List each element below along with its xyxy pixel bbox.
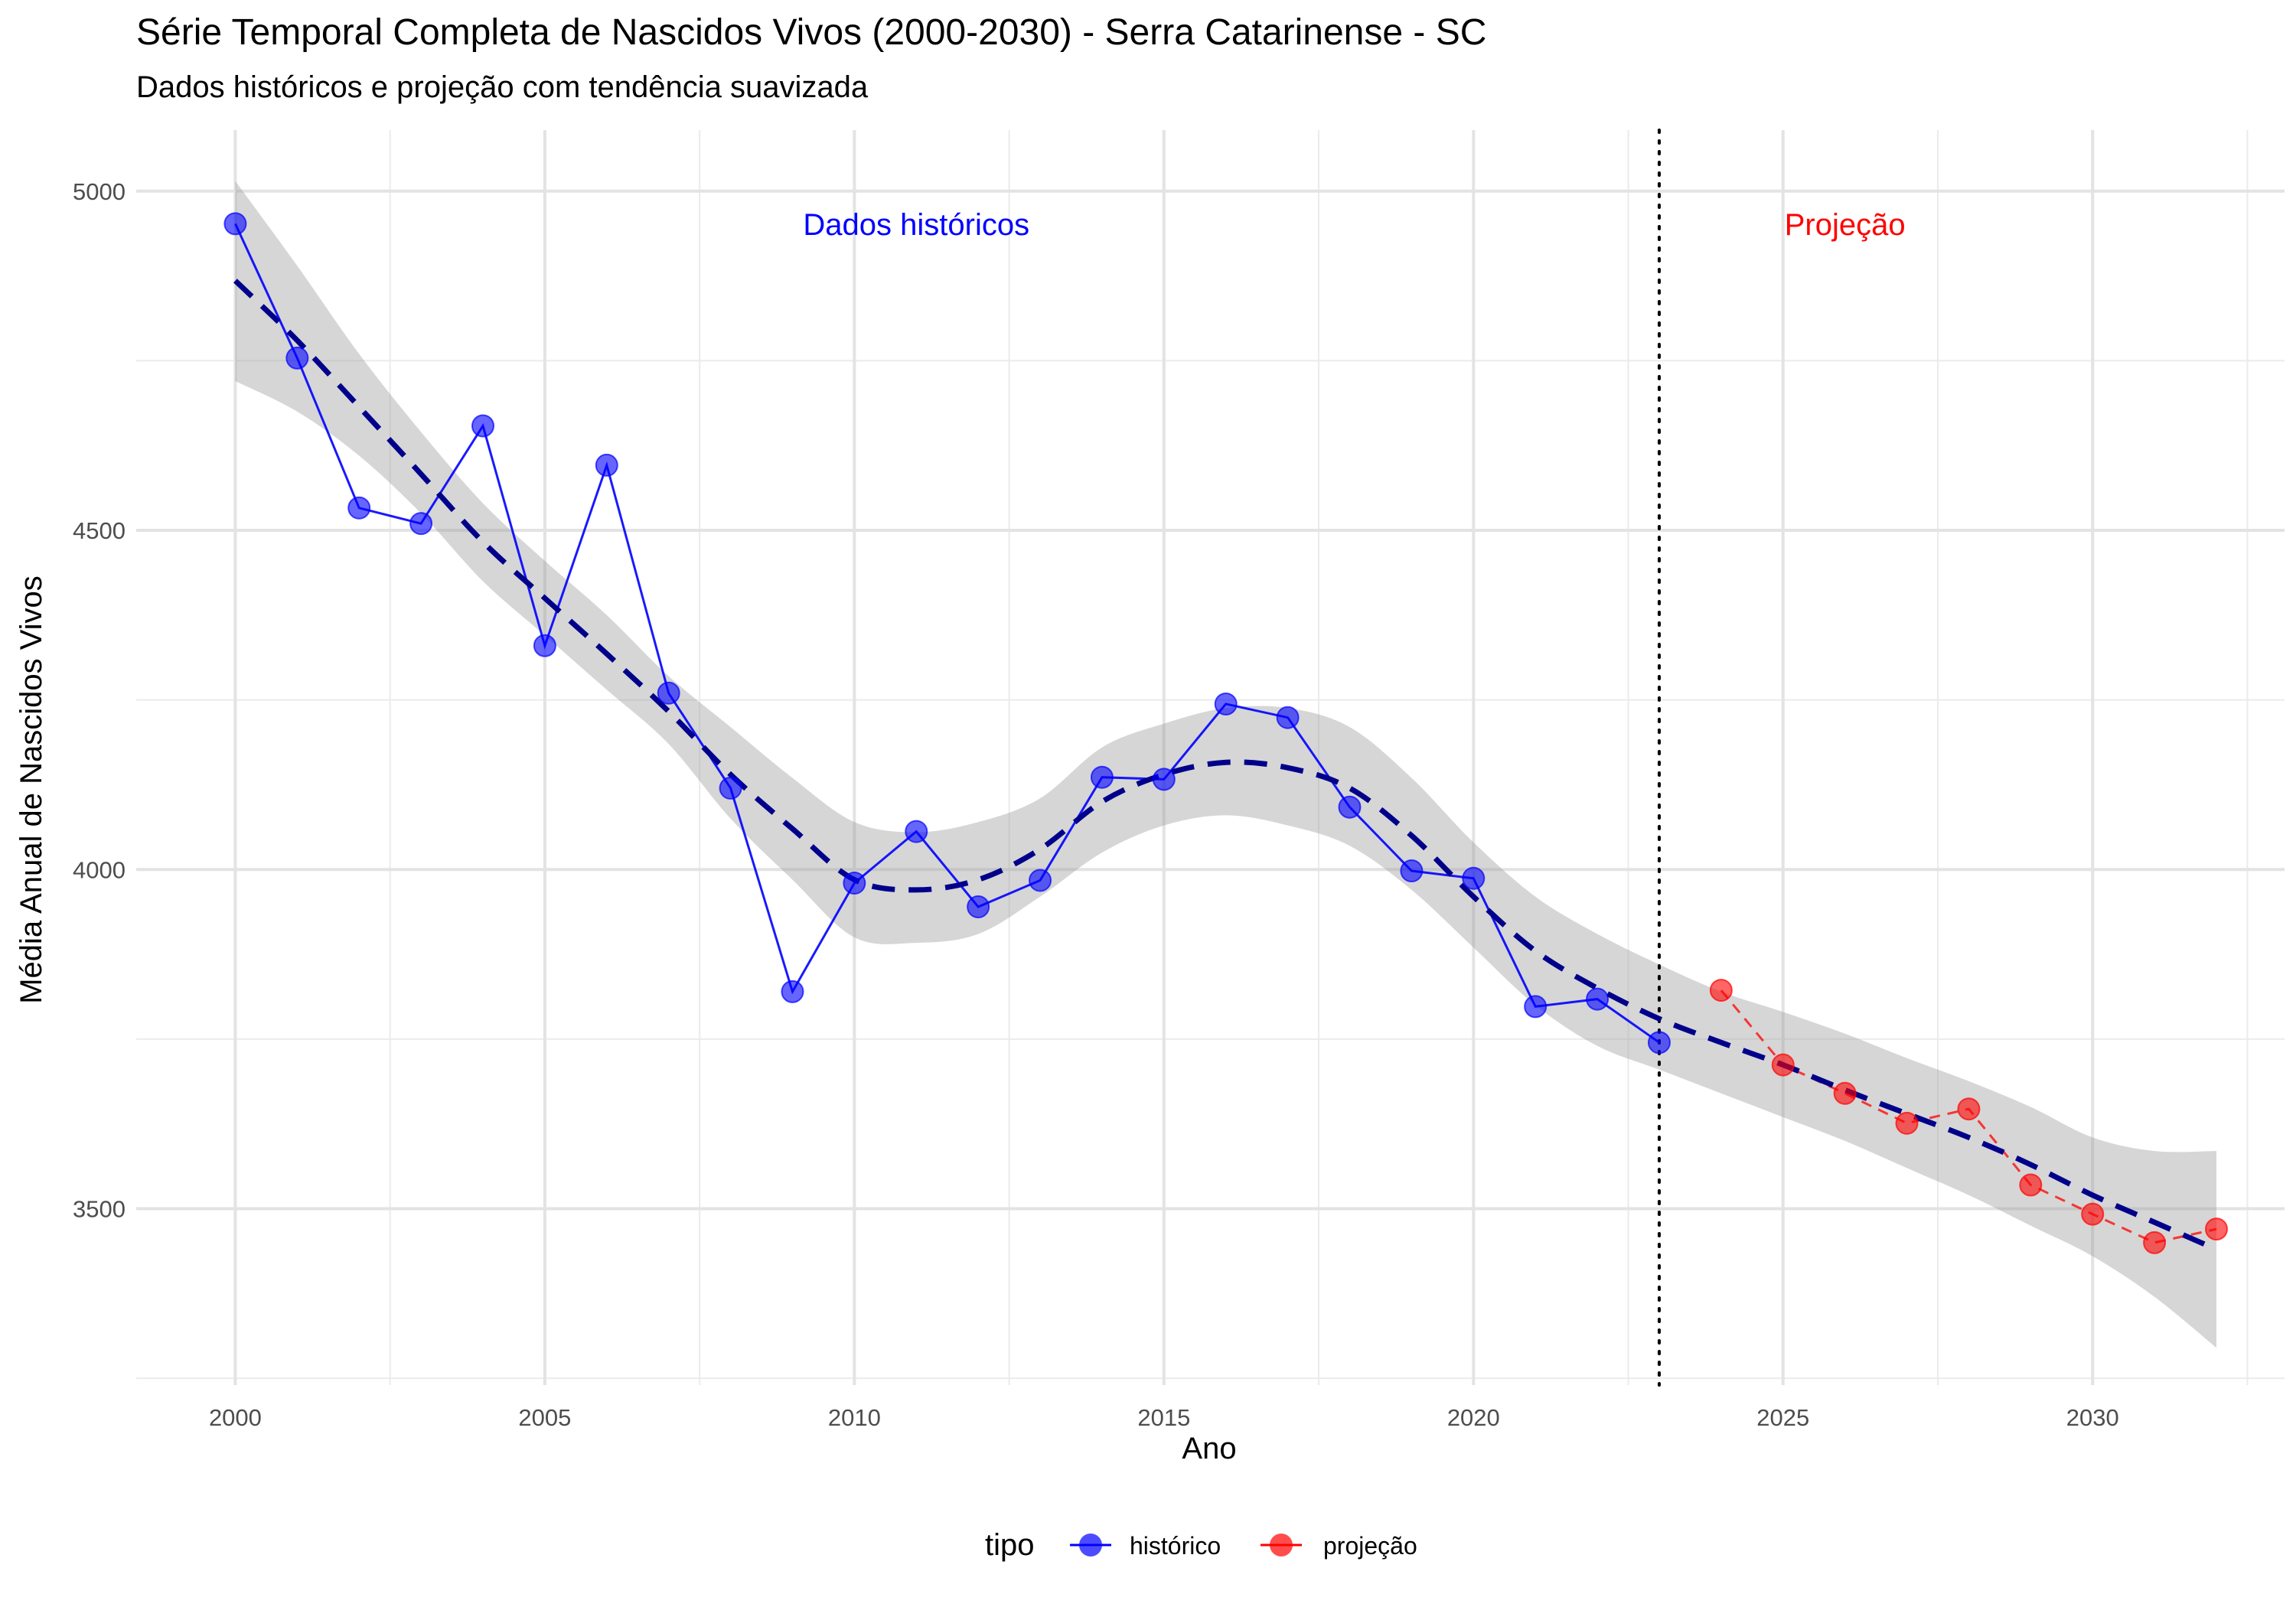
x-tick-label: 2015 (1137, 1404, 1190, 1431)
y-tick-label: 5000 (73, 178, 126, 205)
x-axis-ticks: 2000 2005 2010 2015 2020 2025 2030 (209, 1404, 2119, 1431)
data-point-0 (471, 414, 495, 438)
data-point-0 (1524, 995, 1548, 1019)
data-point-1 (1771, 1053, 1795, 1077)
data-point-0 (347, 496, 371, 520)
data-point-0 (905, 820, 928, 843)
y-axis-title: Média Anual de Nascidos Vivos (15, 575, 48, 1004)
data-point-0 (1462, 866, 1486, 890)
chart-title: Série Temporal Completa de Nascidos Vivo… (136, 12, 1486, 53)
data-point-0 (1029, 869, 1052, 892)
chart-subtitle: Dados históricos e projeção com tendênci… (136, 70, 869, 104)
x-tick-label: 2010 (828, 1404, 881, 1431)
data-point-0 (781, 980, 804, 1003)
y-tick-label: 4500 (73, 517, 126, 544)
major-gridlines (136, 130, 2285, 1385)
legend-label-historico: histórico (1130, 1532, 1221, 1560)
data-point-0 (1214, 692, 1238, 715)
data-point-0 (1338, 795, 1362, 819)
data-point-1 (2205, 1217, 2229, 1241)
data-point-0 (843, 872, 866, 895)
data-point-0 (1586, 987, 1609, 1011)
trend-line (233, 279, 2218, 1252)
x-tick-label: 2005 (518, 1404, 571, 1431)
x-axis-title: Ano (1182, 1432, 1236, 1465)
minor-gridlines (136, 130, 2285, 1385)
x-tick-label: 2030 (2066, 1404, 2119, 1431)
legend-key-projecao (1261, 1534, 1302, 1556)
y-axis-ticks: 3500 4000 4500 5000 (73, 178, 126, 1223)
annotations-layer: Dados históricos Projeção (803, 208, 1905, 242)
data-point-0 (1276, 706, 1300, 729)
data-point-0 (1400, 859, 1424, 883)
annotation-label: Dados históricos (803, 208, 1029, 242)
data-point-0 (595, 453, 618, 477)
data-point-1 (2081, 1202, 2105, 1226)
data-point-0 (657, 681, 680, 705)
legend-key-historico (1070, 1534, 1111, 1556)
data-point-1 (1895, 1111, 1919, 1135)
data-point-0 (1090, 765, 1114, 789)
data-point-1 (2019, 1173, 2043, 1197)
data-point-0 (1152, 768, 1176, 791)
x-tick-label: 2000 (209, 1404, 262, 1431)
legend-label-projecao: projeção (1323, 1532, 1417, 1560)
data-point-0 (285, 346, 309, 370)
data-point-0 (409, 512, 433, 536)
annotation-label: Projeção (1785, 208, 1906, 242)
data-point-1 (1709, 979, 1733, 1002)
data-point-0 (719, 776, 742, 800)
trend-layer (233, 279, 2218, 1252)
legend-title: tipo (985, 1528, 1035, 1562)
data-point-0 (533, 634, 556, 657)
data-point-1 (2143, 1231, 2167, 1254)
legend: tipo histórico projeção (985, 1528, 1417, 1562)
data-point-1 (1957, 1097, 1981, 1121)
y-tick-label: 3500 (73, 1196, 126, 1223)
data-point-0 (1647, 1031, 1671, 1054)
data-point-0 (223, 212, 247, 236)
points-layer (223, 212, 2229, 1254)
y-tick-label: 4000 (73, 856, 126, 883)
data-point-0 (967, 895, 990, 919)
x-tick-label: 2020 (1447, 1404, 1500, 1431)
x-tick-label: 2025 (1756, 1404, 1809, 1431)
data-point-1 (1833, 1081, 1857, 1105)
